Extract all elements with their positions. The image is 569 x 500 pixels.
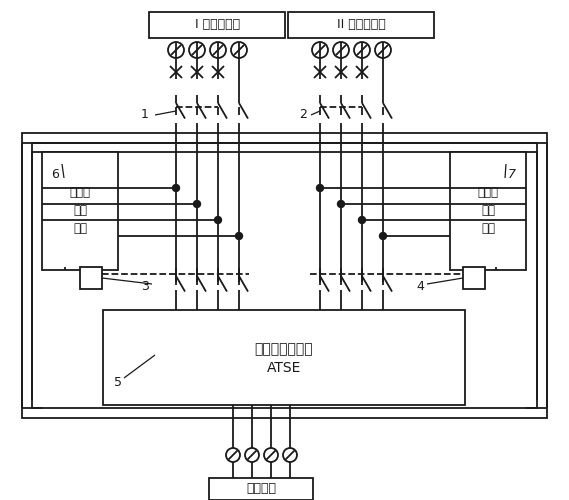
Text: 电路: 电路 [73,222,87,235]
Bar [209,478,314,500]
Text: 3: 3 [141,280,149,293]
Circle shape [337,200,344,207]
Bar [80,267,102,289]
Circle shape [236,232,242,239]
Bar [22,133,547,418]
Text: 4: 4 [416,280,424,293]
Text: 6: 6 [51,168,59,181]
Text: II 路输入电源: II 路输入电源 [337,18,386,32]
Text: 控制: 控制 [73,204,87,218]
Bar [103,310,465,405]
Circle shape [316,184,324,192]
Text: 电路: 电路 [481,222,495,235]
Bar [32,143,537,408]
Circle shape [358,216,365,224]
Text: 2: 2 [299,108,307,122]
Bar [288,12,435,38]
Text: 第二路: 第二路 [477,186,498,200]
Text: 输出电源: 输出电源 [246,482,277,496]
Bar [150,12,286,38]
Circle shape [380,232,386,239]
Text: 5: 5 [114,376,122,388]
Text: 双电源切换装置: 双电源切换装置 [255,342,314,356]
Text: 第一路: 第一路 [69,186,90,200]
Circle shape [193,200,200,207]
Circle shape [172,184,179,192]
Text: 控制: 控制 [481,204,495,218]
Circle shape [215,216,221,224]
Text: 7: 7 [508,168,516,181]
Bar [450,152,526,270]
Bar [42,152,118,270]
Text: ATSE: ATSE [267,360,301,374]
Text: I 路输入电源: I 路输入电源 [195,18,240,32]
Bar [463,267,485,289]
Text: 1: 1 [141,108,149,122]
